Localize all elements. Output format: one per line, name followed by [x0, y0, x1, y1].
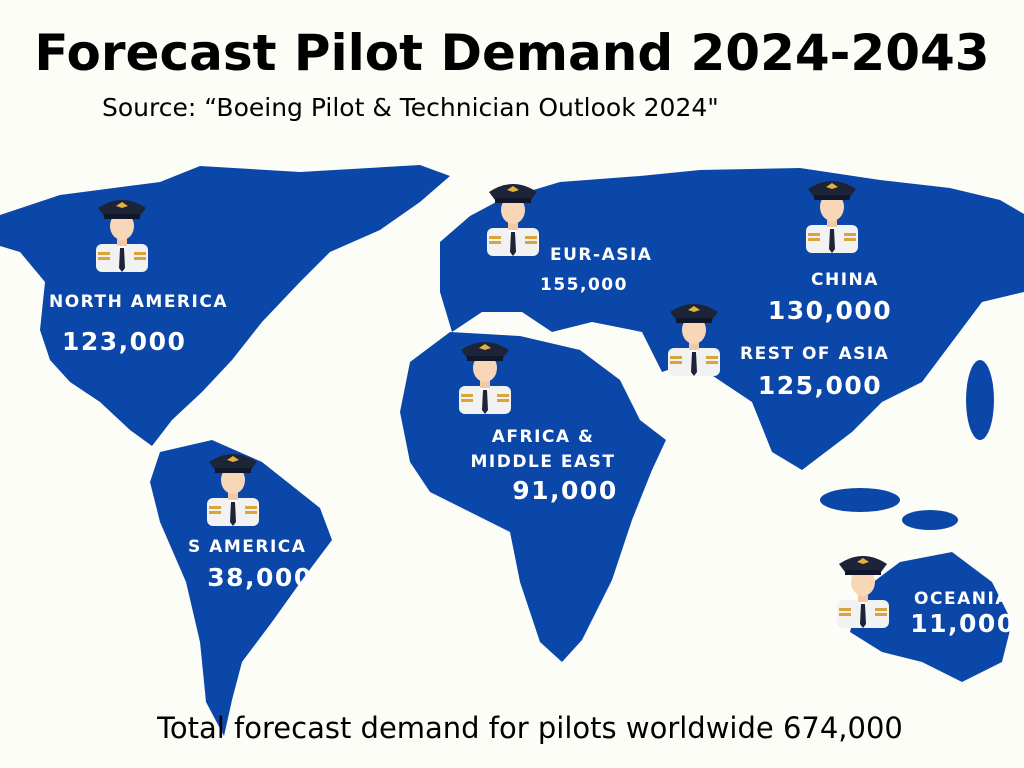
world-map	[0, 165, 1024, 736]
region-demand: 123,000	[62, 327, 186, 356]
region-name: AFRICA &	[492, 427, 595, 447]
title: Forecast Pilot Demand 2024-2043	[34, 24, 989, 82]
region-name: EUR-ASIA	[550, 245, 652, 265]
region-name: OCEANIA	[914, 589, 1010, 609]
region-demand: 91,000	[512, 476, 617, 505]
region-name: NORTH AMERICA	[49, 292, 228, 312]
region-demand: 38,000	[207, 563, 312, 592]
region-name: REST OF ASIA	[740, 344, 889, 364]
region-demand: 11,000	[910, 609, 1015, 638]
region-demand: 125,000	[758, 371, 882, 400]
footer: Total forecast demand for pilots worldwi…	[156, 711, 903, 745]
region-name: MIDDLE EAST	[471, 452, 616, 472]
region-name: S AMERICA	[188, 537, 306, 557]
source: Source: “Boeing Pilot & Technician Outlo…	[102, 93, 719, 122]
region-demand: 155,000	[540, 275, 628, 295]
region-name: CHINA	[811, 270, 879, 290]
region-demand: 130,000	[768, 296, 892, 325]
